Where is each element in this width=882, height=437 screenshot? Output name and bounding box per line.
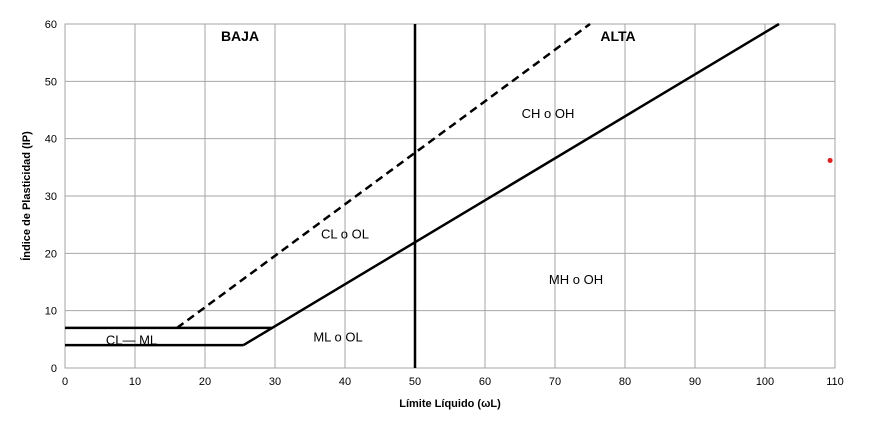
- x-tick-label: 30: [269, 376, 281, 388]
- y-tick-label: 0: [51, 363, 57, 375]
- tick-layer: 0 10 20 30 40 50 60 70 80 90 100 110 0 10 20 30 40 50 60: [45, 19, 844, 388]
- x-tick-label: 100: [756, 376, 774, 388]
- dashed-boundary-line: [176, 22, 591, 329]
- y-tick-label: 50: [45, 76, 57, 88]
- x-tick-label: 110: [826, 376, 844, 388]
- x-tick-label: 20: [199, 376, 211, 388]
- x-tick-label: 0: [62, 376, 68, 388]
- grid-layer: [64, 23, 836, 369]
- x-tick-label: 80: [619, 376, 631, 388]
- y-tick-label: 10: [45, 306, 57, 318]
- region-label: CL— ML: [106, 332, 157, 347]
- x-tick-label: 10: [129, 376, 141, 388]
- boundary-line: [242, 22, 780, 347]
- x-tick-label: 40: [339, 376, 351, 388]
- region-label: CH o OH: [522, 106, 575, 121]
- region-label: ML o OL: [313, 329, 362, 344]
- y-axis-label: Índice de Plasticidad (IP): [20, 131, 33, 261]
- series-layer: [65, 22, 833, 368]
- x-tick-label: 50: [409, 376, 421, 388]
- y-tick-label: 60: [45, 19, 57, 31]
- zone-label: ALTA: [600, 28, 635, 44]
- y-tick-label: 40: [45, 134, 57, 146]
- y-tick-label: 30: [45, 191, 57, 203]
- region-label: CL o OL: [321, 226, 369, 241]
- y-tick-label: 20: [45, 248, 57, 260]
- label-layer: BAJA ALTA CH o OH CL o OL MH o OH ML o OL CL— …: [106, 28, 636, 347]
- zone-label: BAJA: [221, 28, 259, 44]
- region-label: MH o OH: [549, 272, 603, 287]
- plot-frame: [64, 23, 836, 369]
- x-tick-label: 60: [479, 376, 491, 388]
- x-tick-label: 90: [689, 376, 701, 388]
- x-tick-label: 70: [549, 376, 561, 388]
- x-axis-label: Límite Líquido (ωL): [399, 398, 501, 410]
- data-point: [827, 157, 833, 163]
